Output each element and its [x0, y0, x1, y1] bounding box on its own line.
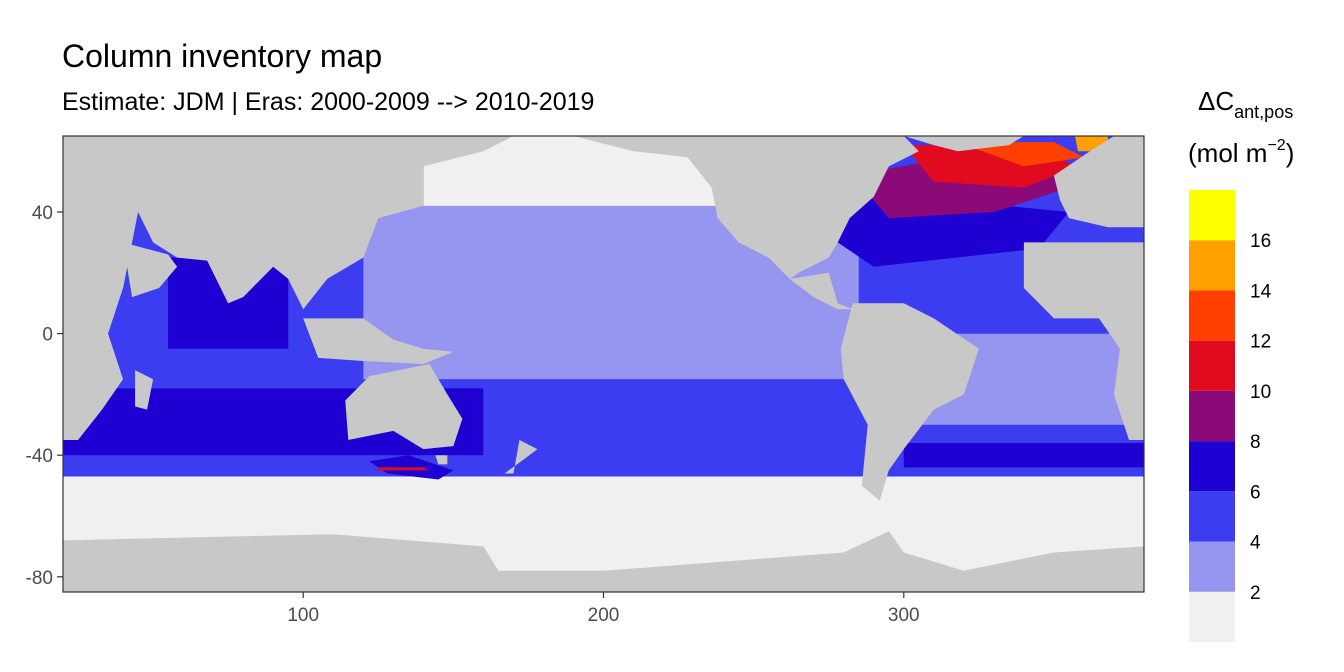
- band-south-pacific: [483, 379, 874, 456]
- x-tick-label: 300: [888, 605, 920, 626]
- band-southern-indian: [63, 455, 604, 477]
- land-shape: [504, 440, 538, 474]
- land-shape: [345, 364, 463, 450]
- land-shape: [135, 370, 154, 410]
- land-shape: [138, 136, 514, 310]
- chart-subtitle: Estimate: JDM | Eras: 2000-2009 --> 2010…: [62, 88, 595, 116]
- legend-key: [1189, 390, 1235, 442]
- land-shape: [435, 455, 448, 465]
- legend-label: 14: [1250, 281, 1272, 302]
- y-tick-label: -40: [26, 446, 53, 467]
- chart-title: Column inventory map: [62, 38, 383, 74]
- land-shape: [1053, 136, 1144, 228]
- legend-key: [1189, 541, 1235, 592]
- legend-key: [1189, 240, 1235, 291]
- legend-label: 12: [1250, 332, 1271, 353]
- land-shape: [63, 531, 1144, 592]
- legend-label: 6: [1250, 482, 1261, 503]
- ocean-feature: [957, 142, 1084, 167]
- x-tick-label: 200: [588, 605, 620, 626]
- land-mask: [63, 136, 1144, 592]
- map-panel: [62, 135, 1145, 593]
- legend-key: [1189, 340, 1235, 391]
- legend-label: 10: [1250, 382, 1271, 403]
- legend-title: ΔCant,pos: [1198, 86, 1293, 122]
- land-shape: [63, 136, 184, 440]
- legend-label: 4: [1250, 533, 1261, 554]
- band-south-atlantic-core: [903, 443, 1144, 468]
- legend-label: 8: [1250, 432, 1261, 453]
- legend-key: [1189, 290, 1235, 341]
- legend-unit: (mol m−2): [1188, 137, 1294, 168]
- legend-label: 16: [1250, 231, 1271, 252]
- land-shape: [303, 318, 454, 364]
- y-tick-label: -80: [26, 568, 53, 589]
- legend-key: [1189, 591, 1235, 642]
- y-tick-label: 40: [32, 203, 53, 224]
- legend-label: 2: [1250, 583, 1261, 604]
- land-shape: [1023, 242, 1144, 440]
- land-shape: [789, 272, 853, 310]
- legend-key: [1189, 190, 1235, 241]
- legend-key: [1189, 441, 1235, 492]
- x-tick-label: 100: [287, 605, 319, 626]
- legend: ΔCant,pos (mol m−2) 2 4 6 8 10 12 14 16: [1188, 86, 1294, 642]
- land-shape: [573, 136, 919, 279]
- land-shape: [123, 242, 178, 298]
- land-shape: [903, 136, 1024, 152]
- y-tick-label: 0: [42, 325, 53, 346]
- legend-key: [1189, 491, 1235, 542]
- ocean-feature: [378, 467, 430, 471]
- land-shape: [840, 303, 979, 501]
